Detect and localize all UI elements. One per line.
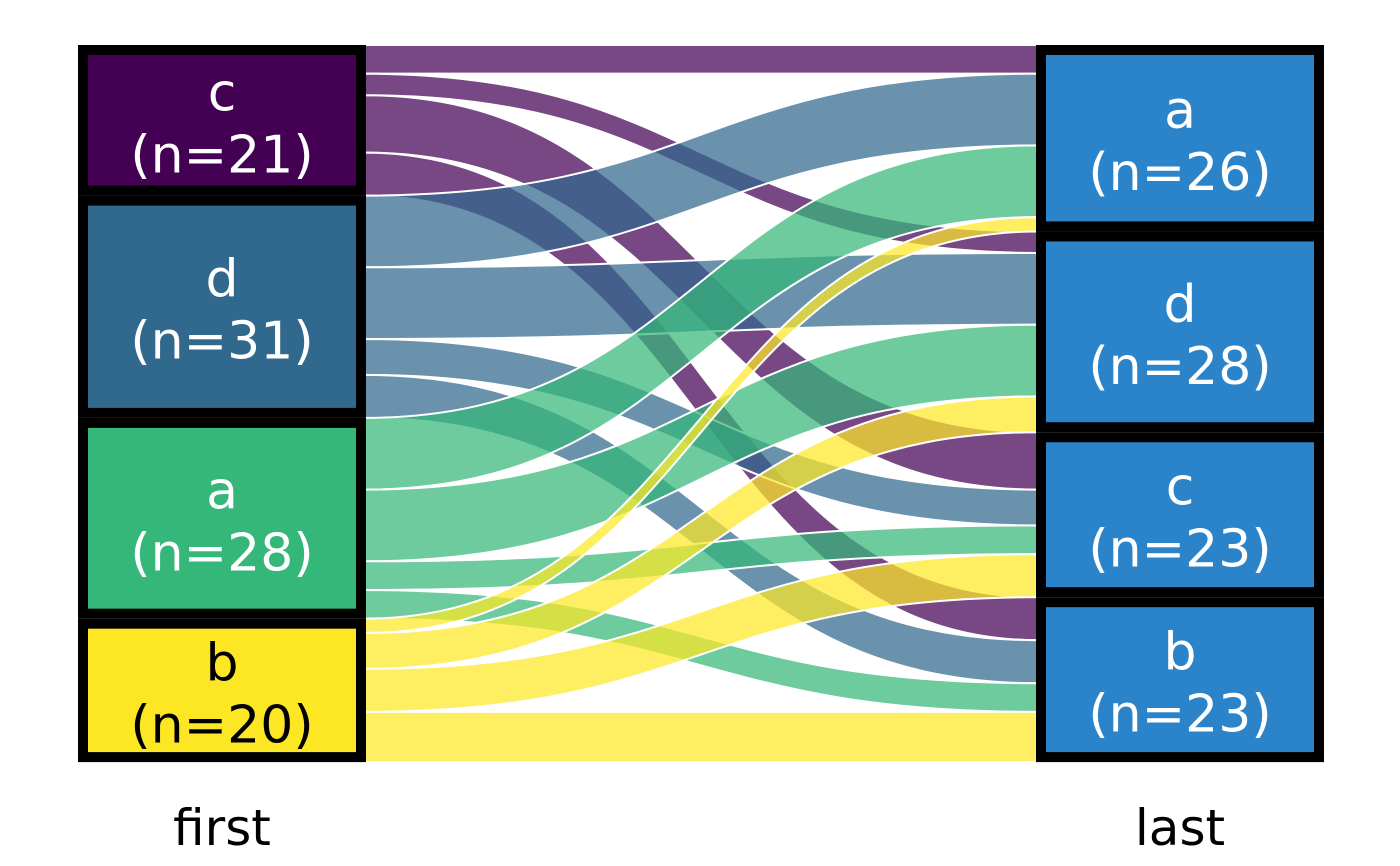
flow-c-to-a (363, 43, 1039, 75)
left-strata: c(n=21) d(n=31) a(n=28) b(n=20) (78, 45, 366, 763)
axis-label-last: last (1135, 799, 1225, 857)
right-strata: a(n=26)d(n=28)c(n=23)b(n=23) (1036, 45, 1324, 763)
right-node-c (1036, 432, 1324, 598)
right-node-label-a: a (1164, 81, 1196, 141)
right-node-b (1036, 597, 1324, 763)
flow-ribbons (363, 43, 1039, 764)
left-node-c (78, 45, 366, 196)
right-node-label-b: b (1163, 623, 1196, 683)
right-node-count-a: (n=26) (1088, 143, 1271, 203)
right-node-count-d: (n=28) (1088, 337, 1271, 397)
left-node-a (78, 417, 366, 619)
left-node-label-d: d (205, 250, 238, 310)
left-node-count-d: (n=31) (130, 312, 313, 372)
left-node-b (78, 618, 366, 763)
left-node-label-c: c (208, 63, 237, 123)
left-node-d (78, 195, 366, 418)
right-node-label-c: c (1166, 458, 1195, 518)
right-node-a (1036, 45, 1324, 232)
left-node-label-a: a (206, 461, 238, 521)
flow-b-to-b (363, 710, 1039, 764)
right-node-label-d: d (1163, 275, 1196, 335)
right-node-d (1036, 231, 1324, 433)
left-node-label-b: b (205, 633, 238, 693)
right-node-count-b: (n=23) (1088, 685, 1271, 745)
axis-label-first: first (173, 799, 271, 857)
left-node-count-a: (n=28) (130, 523, 313, 583)
right-node-count-c: (n=23) (1088, 520, 1271, 580)
left-node-count-b: (n=20) (130, 695, 313, 755)
left-node-count-c: (n=21) (130, 125, 313, 185)
